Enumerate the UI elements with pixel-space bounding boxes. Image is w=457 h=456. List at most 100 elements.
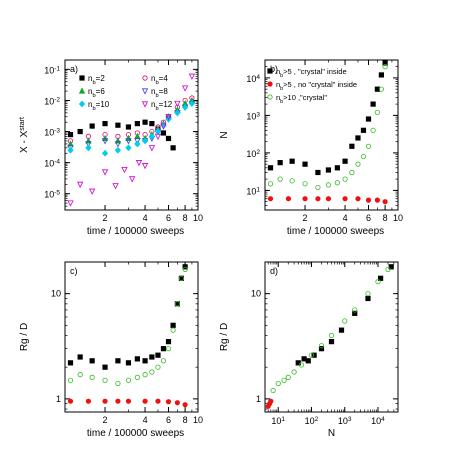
x-tick-label: 4 (143, 415, 148, 425)
data-point (125, 144, 132, 152)
series-1 (67, 398, 188, 408)
y-tick-label: 102 (246, 148, 260, 159)
data-point (352, 310, 358, 316)
data-point (370, 101, 376, 107)
data-point (155, 364, 161, 370)
data-layer (67, 73, 196, 207)
data-point (328, 339, 335, 345)
legend: nb=2 nb=4 nb=6 nb=8 nb=10 nb=12 (78, 74, 173, 112)
data-point (102, 398, 108, 404)
data-point (352, 307, 358, 313)
data-point (67, 131, 74, 138)
data-point (311, 352, 317, 358)
data-point (182, 266, 188, 273)
panel-label: b) (270, 64, 278, 74)
x-tick-label: 8 (183, 415, 188, 425)
x-tick-label: 8 (383, 213, 388, 223)
data-point (188, 100, 196, 107)
data-point (148, 132, 156, 140)
data-point (277, 176, 283, 182)
x-tick-label: 10 (193, 415, 203, 425)
data-point (88, 188, 96, 195)
data-point (142, 358, 148, 364)
data-point (315, 196, 321, 202)
data-point (101, 134, 109, 142)
data-point (349, 169, 355, 176)
data-point (382, 60, 388, 66)
data-point (102, 121, 108, 127)
data-point (328, 332, 335, 339)
x-tick-label: 8 (183, 213, 188, 223)
y-axis-label: Rg / D (19, 323, 30, 351)
y-tick-label: 10-3 (44, 127, 60, 138)
legend-label: nb=8 (151, 87, 168, 99)
legend-entry: nb=8 (141, 87, 168, 99)
data-point (365, 116, 372, 122)
y-axis-label: N (219, 131, 230, 138)
data-point (101, 149, 109, 157)
legend-label: nb=10 (88, 100, 110, 112)
data-point (67, 200, 74, 207)
data-point (378, 72, 384, 78)
data-point (315, 169, 321, 176)
x-axis-label: time / 100000 sweeps (87, 428, 184, 439)
data-point (125, 134, 132, 142)
series-1 (265, 398, 274, 409)
data-point (181, 103, 189, 111)
y-axis-label: Rg / D (219, 323, 230, 351)
data-point (302, 161, 308, 167)
legend-label: nb=12 (151, 100, 173, 112)
data-point (174, 301, 180, 307)
legend-label: nb>10 ,"crystal" (276, 93, 327, 105)
data-point (134, 121, 140, 127)
data-point (182, 402, 188, 408)
y-tick-label: 1 (256, 394, 261, 404)
data-point (305, 358, 311, 364)
x-tick-label: 6 (166, 213, 171, 223)
data-point (342, 176, 348, 182)
data-point (134, 138, 141, 145)
legend-marker (78, 87, 86, 94)
y-tick-label: 103 (246, 111, 260, 122)
y-tick-label: 10 (251, 289, 261, 299)
data-point (89, 123, 95, 129)
data-layer (265, 264, 394, 409)
data-point (378, 86, 384, 92)
legend-entry: nb=2 (79, 74, 105, 86)
data-point (174, 109, 181, 117)
x-tick-label: 4 (143, 213, 148, 223)
data-point (115, 380, 121, 387)
data-point (141, 163, 149, 170)
data-point (165, 339, 172, 345)
x-tick-label: 2 (303, 213, 308, 223)
data-point (325, 167, 332, 173)
data-point (67, 146, 74, 154)
data-point (295, 360, 301, 366)
data-point (267, 181, 274, 187)
data-point (188, 73, 196, 80)
data-point (154, 133, 162, 140)
legend-entry: nb>5 , no "crystal" inside (267, 80, 357, 92)
series-0 (295, 264, 394, 366)
data-point (334, 180, 340, 186)
data-point (365, 197, 372, 203)
data-point (135, 160, 143, 167)
legend-marker (267, 68, 273, 74)
data-point (115, 122, 121, 128)
data-point (85, 398, 92, 404)
data-point (355, 161, 361, 167)
data-point (382, 199, 388, 205)
data-point (318, 346, 325, 352)
data-point (302, 196, 308, 202)
data-layer (267, 60, 388, 205)
data-point (342, 158, 348, 164)
x-axis-label: time / 100000 sweeps (287, 226, 384, 237)
legend-marker (78, 100, 86, 108)
panel-c: 2 4 6 8 10 1 10 time / 100000 sweeps Rg / D c) (19, 261, 203, 439)
data-point (342, 318, 348, 324)
data-point (267, 165, 274, 171)
data-point (374, 197, 380, 203)
legend-marker (142, 75, 148, 81)
